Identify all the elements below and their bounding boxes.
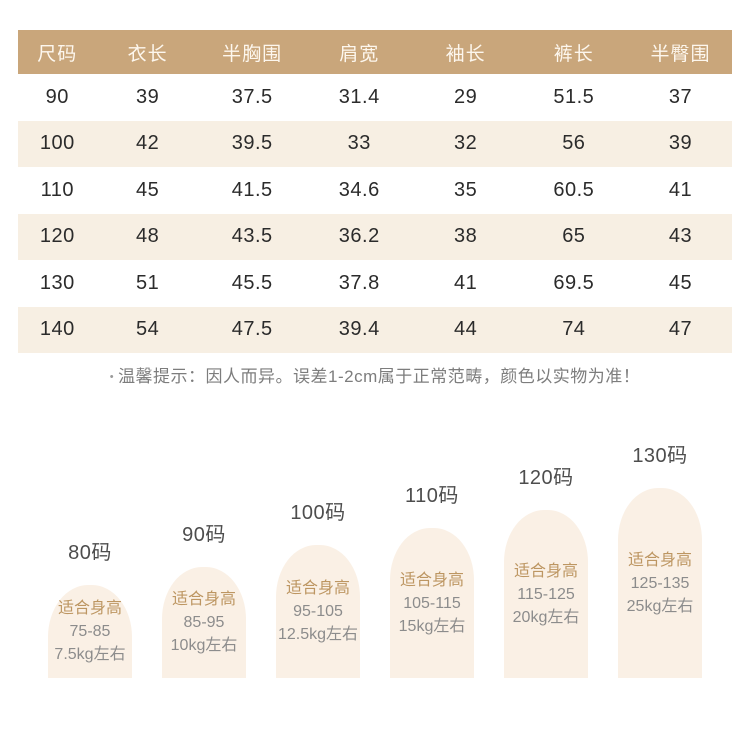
table-cell: 37.5 — [231, 85, 273, 108]
table-cell: 38 — [454, 225, 478, 248]
height-bar-chart: 80码 适合身高 75-85 7.5kg左右 90码 适合身高 85-95 10… — [0, 385, 750, 678]
table-cell: 39 — [135, 85, 160, 108]
table-cell: 140 — [39, 318, 75, 341]
table-cell: 29 — [454, 85, 478, 108]
tip-note-text: 温馨提示：因人而异。误差1-2cm属于正常范畴，颜色以实物为准！ — [118, 367, 641, 386]
table-cell: 74 — [562, 318, 586, 341]
table-cell: 69.5 — [553, 271, 595, 294]
height-bar: 适合身高 105-115 15kg左右 — [390, 528, 474, 678]
table-cell: 45.5 — [231, 271, 273, 294]
height-bar: 适合身高 125-135 25kg左右 — [618, 488, 702, 678]
fit-height-label: 适合身高 — [285, 580, 350, 597]
height-bar: 适合身高 95-105 12.5kg左右 — [276, 545, 360, 678]
fit-height-label: 适合身高 — [171, 591, 236, 608]
table-cell: 44 — [454, 318, 478, 341]
height-range: 75-85 — [69, 623, 111, 640]
bar-size-label: 100码 — [290, 502, 346, 524]
weight-text: 15kg左右 — [398, 617, 466, 635]
table-cell: 35 — [454, 178, 478, 201]
table-cell: 47.5 — [231, 318, 273, 341]
table-row-size-100: 100 42 39.5 33 32 56 39 — [18, 120, 732, 167]
col-header-garment-length: 衣长 — [127, 43, 168, 65]
size-bar-group-130: 130码 适合身高 125-135 25kg左右 — [618, 439, 702, 678]
table-cell: 33 — [347, 132, 371, 155]
table-row-size-120: 120 48 43.5 36.2 38 65 43 — [18, 213, 732, 260]
table-cell: 45 — [668, 271, 693, 294]
col-header-size: 尺码 — [37, 43, 78, 65]
bar-size-label: 120码 — [518, 467, 574, 489]
height-range: 95-105 — [293, 603, 343, 620]
height-range: 105-115 — [403, 594, 461, 612]
height-bar: 适合身高 85-95 10kg左右 — [162, 567, 246, 678]
bar-size-label: 110码 — [405, 485, 459, 507]
table-cell: 90 — [45, 85, 69, 108]
size-bar-group-80: 80码 适合身高 75-85 7.5kg左右 — [48, 536, 132, 678]
weight-text: 7.5kg左右 — [54, 646, 126, 663]
size-bar-group-120: 120码 适合身高 115-125 20kg左右 — [504, 461, 588, 678]
table-cell: 41.5 — [231, 178, 273, 201]
bar-size-label: 90码 — [182, 524, 226, 546]
size-table-header-row: 尺码 衣长 半胸围 肩宽 袖长 裤长 半臀围 — [18, 30, 732, 74]
table-cell: 54 — [135, 318, 160, 341]
table-row-size-110: 110 45 41.5 34.6 35 60.5 41 — [18, 167, 732, 214]
weight-text: 25kg左右 — [626, 597, 694, 615]
table-cell: 110 — [40, 178, 74, 201]
table-cell: 56 — [562, 132, 586, 155]
fit-height-label: 适合身高 — [399, 571, 464, 589]
table-cell: 41 — [454, 271, 478, 294]
fit-height-label: 适合身高 — [513, 562, 578, 580]
table-cell: 31.4 — [338, 85, 380, 108]
table-cell: 39.4 — [338, 318, 380, 341]
table-cell: 65 — [562, 225, 586, 248]
size-table: 尺码 衣长 半胸围 肩宽 袖长 裤长 半臀围 90 39 37.5 31.4 2… — [18, 30, 732, 353]
col-header-pants-length: 裤长 — [553, 43, 594, 65]
table-cell: 47 — [668, 318, 693, 341]
table-cell: 45 — [135, 178, 160, 201]
table-cell: 37.8 — [338, 271, 380, 294]
tip-note: • 温馨提示：因人而异。误差1-2cm属于正常范畴，颜色以实物为准！ — [0, 362, 750, 387]
table-cell: 42 — [135, 132, 160, 155]
table-cell: 39 — [668, 132, 693, 155]
height-range: 125-135 — [630, 574, 690, 592]
weight-text: 10kg左右 — [170, 637, 238, 654]
size-bar-group-90: 90码 适合身高 85-95 10kg左右 — [162, 518, 246, 678]
weight-text: 12.5kg左右 — [277, 626, 359, 643]
size-bar-group-100: 100码 适合身高 95-105 12.5kg左右 — [276, 496, 360, 678]
height-range: 115-125 — [517, 585, 575, 603]
col-header-half-hip: 半臀围 — [650, 43, 711, 65]
bullet-icon: • — [109, 371, 115, 383]
col-header-sleeve-length: 袖长 — [445, 43, 486, 65]
table-row-size-130: 130 51 45.5 37.8 41 69.5 45 — [18, 260, 732, 307]
table-row-size-90: 90 39 37.5 31.4 29 51.5 37 — [18, 74, 732, 121]
table-row-size-140: 140 54 47.5 39.4 44 74 47 — [18, 306, 732, 353]
size-bar-group-110: 110码 适合身高 105-115 15kg左右 — [390, 479, 474, 678]
height-bar: 适合身高 115-125 20kg左右 — [504, 510, 588, 678]
col-header-shoulder-width: 肩宽 — [339, 43, 380, 65]
table-cell: 43.5 — [231, 225, 273, 248]
bar-size-label: 80码 — [68, 542, 112, 564]
table-cell: 120 — [39, 225, 75, 248]
table-cell: 37 — [668, 85, 693, 108]
table-cell: 48 — [135, 225, 160, 248]
fit-height-label: 适合身高 — [57, 600, 122, 617]
table-cell: 43 — [668, 225, 693, 248]
table-cell: 41 — [668, 178, 693, 201]
weight-text: 20kg左右 — [512, 608, 580, 626]
table-cell: 51 — [135, 271, 160, 294]
table-cell: 34.6 — [338, 178, 380, 201]
table-cell: 39.5 — [231, 132, 273, 155]
table-cell: 60.5 — [553, 178, 595, 201]
bar-size-label: 130码 — [632, 445, 688, 467]
table-cell: 32 — [454, 132, 478, 155]
table-cell: 36.2 — [338, 225, 380, 248]
table-cell: 51.5 — [553, 85, 595, 108]
col-header-half-chest: 半胸围 — [222, 43, 283, 65]
height-range: 85-95 — [183, 614, 225, 631]
table-cell: 100 — [39, 132, 75, 155]
fit-height-label: 适合身高 — [627, 551, 692, 569]
height-bar: 适合身高 75-85 7.5kg左右 — [48, 585, 132, 678]
table-cell: 130 — [39, 271, 75, 294]
